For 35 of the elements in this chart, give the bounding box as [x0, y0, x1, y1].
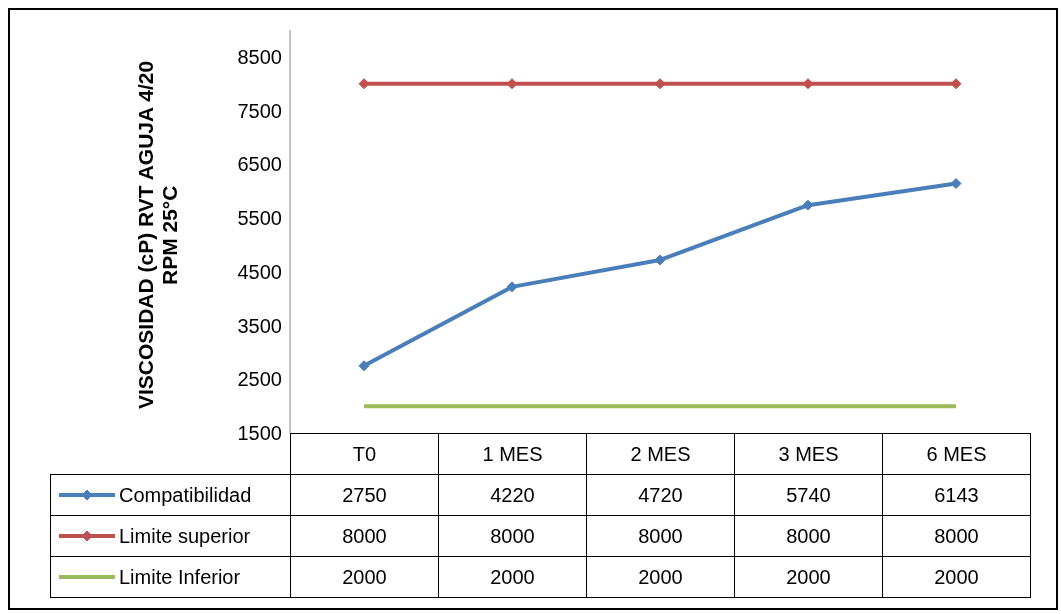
data-label: 8000 [734, 515, 883, 557]
y-tick-label: 8500 [237, 45, 282, 68]
legend-label: Limite Inferior [119, 565, 241, 589]
y-tick-label: 4500 [237, 260, 282, 283]
data-label: 4220 [438, 474, 587, 516]
x-tick-label: 3 MES [734, 433, 883, 475]
y-tick-label: 6500 [237, 153, 282, 176]
x-tick-label: 1 MES [438, 433, 587, 475]
data-label: 8000 [438, 515, 587, 557]
data-label: 6143 [882, 474, 1031, 516]
legend-label: Limite superior [119, 524, 251, 548]
data-label: 2000 [438, 556, 587, 598]
data-label: 8000 [290, 515, 439, 557]
point [950, 178, 962, 190]
data-label: 8000 [586, 515, 735, 557]
x-tick-label: 6 MES [882, 433, 1031, 475]
point [802, 199, 814, 211]
y-tick-label: 2500 [237, 368, 282, 391]
data-label: 2750 [290, 474, 439, 516]
data-label: 5740 [734, 474, 883, 516]
data-label: 8000 [882, 515, 1031, 557]
data-label: 2000 [734, 556, 883, 598]
data-label: 2000 [882, 556, 1031, 598]
legend-label: Compatibilidad [119, 483, 252, 507]
data-label: 4720 [586, 474, 735, 516]
x-tick-label: 2 MES [586, 433, 735, 475]
data-label: 2000 [586, 556, 735, 598]
y-axis-title: VISCOSIDAD (cP) RVT AGUJA 4/20 RPM 25°C [134, 59, 182, 412]
x-tick-label: T0 [290, 433, 439, 475]
y-tick-label: 7500 [237, 99, 282, 122]
point [358, 360, 370, 372]
y-tick-label: 3500 [237, 314, 282, 337]
y-tick-label: 5500 [237, 207, 282, 230]
data-label: 2000 [290, 556, 439, 598]
y-tick-label: 1500 [237, 422, 282, 445]
